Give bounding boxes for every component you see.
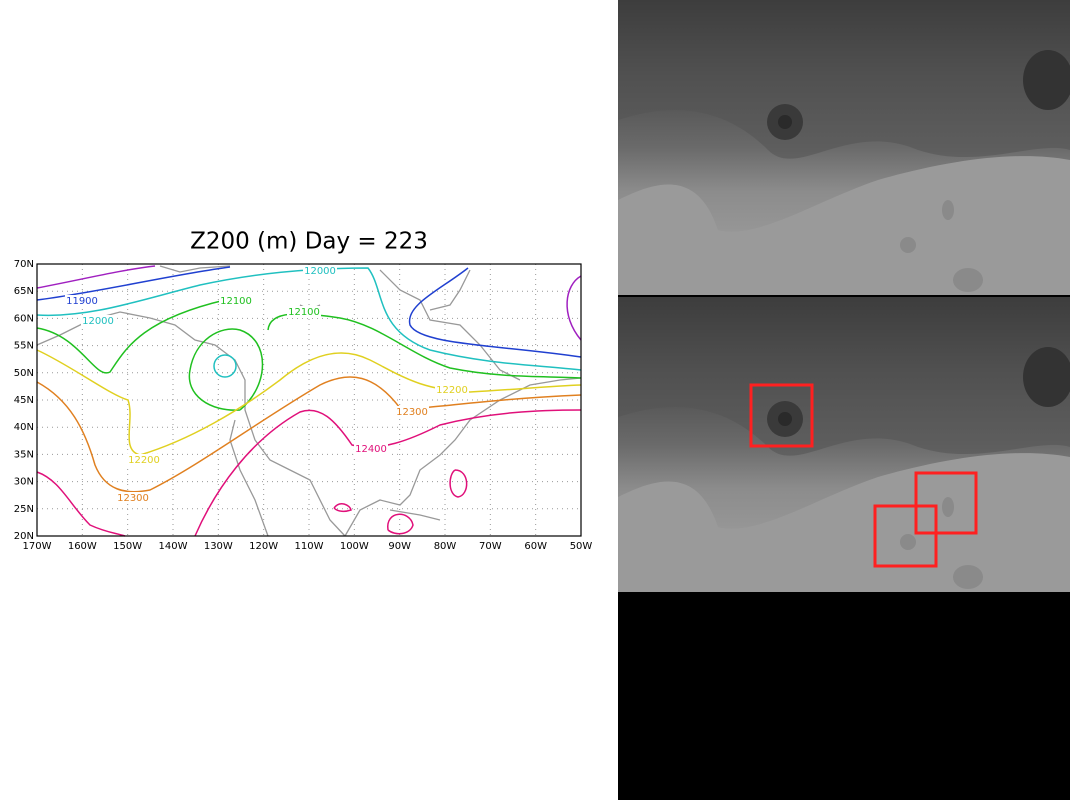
contour-label: 12200 [436,385,468,396]
lat-tick-label: 25N [14,504,34,515]
map-title: Z200 (m) Day = 223 [190,229,428,255]
lat-tick-label: 50N [14,368,34,379]
lon-tick-label: 60W [524,541,547,552]
contour-label-bg [81,315,115,327]
contour-label-bg [116,492,150,504]
contour-label: 12000 [304,266,336,277]
lon-tick-label: 50W [570,541,593,552]
contour-label: 12100 [220,296,252,307]
coastlines [36,265,582,537]
lat-tick-label: 60N [14,313,34,324]
map-plot: 11900 12000 12000 12100 12100 12200 12200 12300… [36,263,582,537]
lon-tick-label: 170W [23,541,52,552]
contour-label: 11900 [66,296,98,307]
lat-tick-label: 45N [14,395,34,406]
plot-frame [36,263,582,537]
contours [36,265,582,537]
contour-label: 12400 [355,444,387,455]
lon-tick-label: 130W [204,541,233,552]
contour-label-bg [303,265,337,277]
contour-label: 12300 [117,493,149,504]
lat-tick-label: 30N [14,477,34,488]
lat-tick-label: 20N [14,531,34,542]
lon-tick-label: 140W [159,541,188,552]
contour-label-bg [65,295,99,307]
contour-label: 12300 [396,407,428,418]
lat-tick-label: 55N [14,341,34,352]
contour-label-bg [354,443,388,455]
lat-tick-label: 70N [14,259,34,270]
contour-label: 12100 [288,307,320,318]
lon-tick-label: 80W [434,541,457,552]
contour-label-bg [219,295,253,307]
lon-tick-label: 160W [68,541,97,552]
contour-label: 12200 [128,455,160,466]
lon-tick-label: 110W [295,541,324,552]
contour-label-bg [435,384,469,396]
lat-tick-label: 65N [14,286,34,297]
lon-tick-label: 100W [340,541,369,552]
contour-label-bg [127,454,161,466]
lon-tick-label: 90W [388,541,411,552]
lon-tick-label: 70W [479,541,502,552]
lat-tick-label: 40N [14,422,34,433]
contour-label-bg [287,306,321,318]
grayscale-panels [618,0,1070,800]
lon-tick-label: 150W [113,541,142,552]
lat-tick-label: 35N [14,449,34,460]
lon-tick-label: 120W [249,541,278,552]
contour-label-bg [395,406,429,418]
contour-label: 12000 [82,316,114,327]
